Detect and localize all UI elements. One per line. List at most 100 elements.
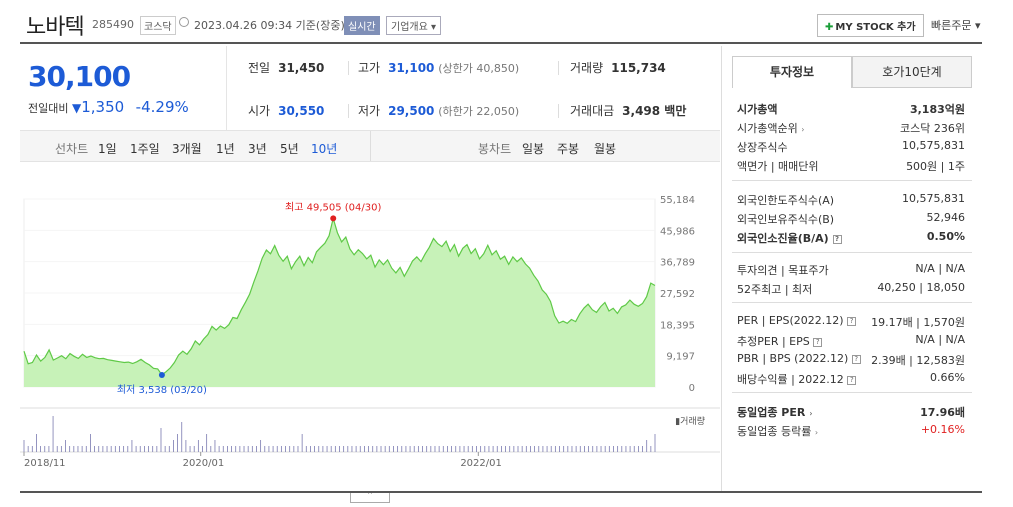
price-chart[interactable]: 최고 49,505 (04/30) 최저 3,538 (03/20) 55,184…: [20, 162, 720, 492]
stock-header: 노바텍 285490 코스닥 2023.04.26 09:34 기준(장중) 실…: [20, 0, 982, 44]
clock-icon: [179, 17, 189, 27]
market-badge: 코스닥: [140, 16, 176, 35]
y-tick-label: 9,197: [666, 352, 695, 363]
industry-rate-label: 동일업종 등락률: [737, 425, 812, 438]
pbr-value: 2.39배 | 12,583원: [871, 354, 965, 367]
week52-label: 52주최고 | 최저: [737, 283, 813, 296]
stock-name: 노바텍: [26, 15, 85, 40]
tab-hoga-10[interactable]: 호가10단계: [852, 56, 972, 88]
realtime-badge[interactable]: 실시간: [344, 16, 380, 35]
quick-order-dropdown[interactable]: 빠른주문 ▾: [931, 19, 981, 32]
prev-close-label: 전일: [248, 61, 271, 75]
volume-legend: ▮거래량: [675, 415, 705, 427]
tab-5y[interactable]: 5년: [280, 142, 299, 156]
tab-10y[interactable]: 10년: [311, 142, 338, 156]
dividend-row: 배당수익률 | 2022.12 ? 0.66%: [737, 371, 965, 387]
pbr-row: PBR | BPS (2022.12) ? 2.39배 | 12,583원: [737, 352, 965, 367]
week52-value: 40,250 | 18,050: [877, 281, 965, 294]
volume-label: 거래량: [570, 61, 604, 75]
y-tick-label: 36,789: [660, 258, 695, 269]
invest-info-panel: 투자정보 호가10단계 시가총액 3,183억원 시가총액순위 › 코스닥 236위…: [721, 46, 983, 492]
low-point-marker: [158, 371, 165, 378]
candle-chart-label: 봉차트: [478, 142, 512, 156]
chart-period-tabs: 선차트 1일 1주일 3개월 1년 3년 5년 10년 봉차트 일봉 주봉 월봉: [20, 130, 720, 162]
industry-per-row[interactable]: 동일업종 PER › 17.96배: [737, 404, 965, 420]
change-percent: -4.29%: [135, 98, 189, 116]
divider: [558, 61, 559, 75]
help-icon[interactable]: ?: [847, 316, 857, 326]
turnover-value: 3,498 백만: [622, 104, 687, 118]
par-row: 액면가 | 매매단위 500원 | 1주: [737, 158, 965, 174]
low-price: 저가 29,500 (하한가 22,050): [358, 102, 519, 119]
open-price: 시가 30,550: [248, 102, 324, 119]
change-label: 전일대비: [28, 102, 69, 115]
chevron-right-icon: ›: [814, 428, 819, 437]
week52-row: 52주최고 | 최저 40,250 | 18,050: [737, 281, 965, 297]
plus-icon: ✚: [825, 22, 834, 33]
market-cap-value: 3,183억원: [909, 103, 965, 116]
tab-weekly[interactable]: 주봉: [557, 142, 580, 156]
turnover-label: 거래대금: [570, 104, 615, 118]
price-chart-svg: 최고 49,505 (04/30) 최저 3,538 (03/20) 55,184…: [20, 195, 720, 469]
low-label: 최저 3,538 (03/20): [117, 384, 207, 396]
foreign-limit-value: 10,575,831: [902, 192, 965, 205]
down-arrow-icon: ▼: [71, 101, 82, 115]
high-value: 31,100: [388, 61, 435, 75]
tab-1y[interactable]: 1년: [216, 142, 235, 156]
tab-monthly[interactable]: 월봉: [594, 142, 617, 156]
help-icon[interactable]: ?: [813, 337, 823, 347]
info-tabs: 투자정보 호가10단계: [732, 56, 972, 88]
divider: [348, 61, 349, 75]
tab-3y[interactable]: 3년: [248, 142, 267, 156]
collapse-chevron-icon[interactable]: ⌃: [350, 492, 390, 503]
high-price: 고가 31,100 (상한가 40,850): [358, 59, 519, 76]
help-icon[interactable]: ?: [832, 234, 842, 244]
turnover: 거래대금 3,498 백만: [570, 102, 686, 119]
divider: [732, 252, 972, 253]
divider: [732, 180, 972, 181]
help-icon[interactable]: ?: [851, 354, 861, 364]
volume-value: 115,734: [611, 61, 666, 75]
y-tick-label: 18,395: [660, 320, 695, 331]
change-value: 1,350: [81, 98, 125, 116]
line-chart-label: 선차트: [55, 142, 89, 156]
chevron-right-icon: ›: [801, 125, 805, 134]
open-value: 30,550: [278, 104, 325, 118]
dividend-label: 배당수익률 | 2022.12: [737, 373, 844, 386]
divider: [732, 392, 972, 393]
tab-3m[interactable]: 3개월: [172, 142, 202, 156]
par-label: 액면가 | 매매단위: [737, 160, 819, 173]
price-area: [24, 218, 655, 387]
open-label: 시가: [248, 104, 271, 118]
high-label: 고가: [358, 61, 381, 75]
quote-table: 전일 31,450 고가 31,100 (상한가 40,850) 거래량 115,73…: [228, 46, 720, 130]
tab-invest-info[interactable]: 투자정보: [732, 56, 852, 88]
market-cap-rank-row[interactable]: 시가총액순위 › 코스닥 236위: [737, 120, 965, 136]
x-tick-label: 2020/01: [183, 458, 225, 469]
tab-1w[interactable]: 1주일: [130, 142, 160, 156]
industry-per-label: 동일업종 PER: [737, 406, 806, 419]
industry-per-value: 17.96배: [920, 406, 965, 419]
y-tick-label: 27,592: [660, 289, 695, 300]
shares-row: 상장주식수 10,575,831: [737, 139, 965, 155]
prev-close: 전일 31,450: [248, 59, 324, 76]
tab-1d[interactable]: 1일: [98, 142, 117, 156]
est-per-label: 추정PER | EPS: [737, 335, 810, 348]
low-value: 29,500: [388, 104, 435, 118]
foreign-limit-row: 외국인한도주식수(A) 10,575,831: [737, 192, 965, 208]
industry-rate-row[interactable]: 동일업종 등락률 › +0.16%: [737, 423, 965, 439]
shares-value: 10,575,831: [902, 139, 965, 152]
pbr-label: PBR | BPS (2022.12): [737, 352, 849, 365]
foreign-limit-label: 외국인한도주식수(A): [737, 194, 835, 207]
foreign-hold-row: 외국인보유주식수(B) 52,946: [737, 211, 965, 227]
help-icon[interactable]: ?: [847, 375, 857, 385]
low-label: 저가: [358, 104, 381, 118]
divider: [348, 104, 349, 118]
opinion-value: N/A | N/A: [915, 262, 965, 275]
market-cap-rank-value: 코스닥 236위: [900, 122, 965, 135]
my-stock-add-button[interactable]: ✚ MY STOCK 추가: [817, 14, 924, 37]
company-overview-dropdown[interactable]: 기업개요 ▾: [386, 16, 441, 35]
x-tick-label: 2022/01: [460, 458, 502, 469]
tab-daily[interactable]: 일봉: [522, 142, 545, 156]
market-cap-rank-label: 시가총액순위: [737, 122, 798, 135]
